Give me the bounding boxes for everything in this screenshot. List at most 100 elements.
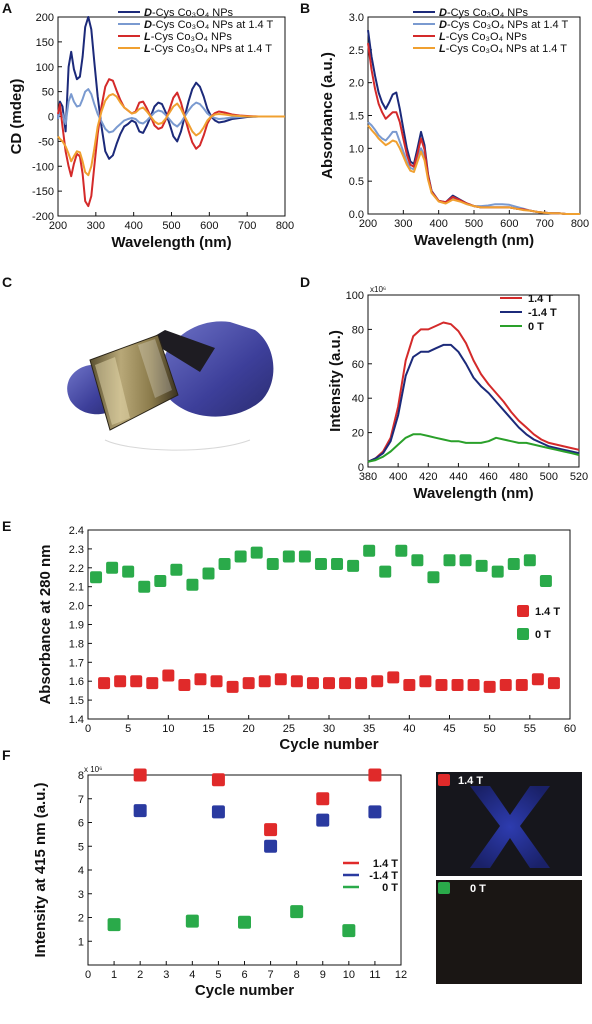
data-point	[371, 675, 384, 688]
chart-a-cd-spectra: 200 300 400 500 600 700 800 -200 -150 -100 -50 0 50 1…	[8, 7, 294, 251]
x-tick-label: 10	[343, 969, 355, 981]
legend-label: 0 T	[535, 629, 551, 641]
data-point	[467, 678, 480, 691]
data-point	[411, 554, 424, 567]
y-tick-label: 150	[36, 37, 54, 49]
legend-label: L-Cys Co₃O₄ NPs	[439, 31, 527, 43]
plot-frame	[87, 529, 571, 720]
panel-label-c: C	[2, 274, 12, 290]
x-tick-label: 700	[238, 220, 256, 232]
data-point	[138, 580, 151, 593]
data-point	[499, 678, 512, 691]
y-tick-label: 1.5	[69, 695, 84, 707]
legend-label-prefix: D	[439, 7, 447, 19]
x-tick-label: 12	[395, 969, 407, 981]
x-tick-label: 11	[369, 969, 380, 981]
photo-cuvette	[20, 300, 280, 470]
x-tick-label: 60	[564, 723, 576, 735]
x-tick-label: 25	[283, 723, 295, 735]
data-point	[368, 805, 382, 819]
data-point	[274, 673, 287, 686]
x-axis-label: Wavelength (nm)	[414, 232, 534, 249]
series-line	[367, 43, 580, 215]
chart-e-absorbance-cycles: 0 5 10 15 20 25 30 35 40 45 50 55 60 1.4 1.5 1.6 1.7 1.8 1…	[37, 525, 576, 753]
x-tick-label: 55	[524, 723, 536, 735]
legend-label-prefix: L	[144, 31, 151, 43]
data-point	[234, 550, 247, 563]
panel-label-e: E	[2, 518, 11, 534]
data-point	[122, 565, 135, 578]
data-point	[443, 554, 456, 567]
data-point	[264, 823, 278, 837]
data-point	[226, 680, 239, 693]
x-tick-label: 500	[162, 220, 180, 232]
legend-label-text: -Cys Co₃O₄ NPs at 1.4 T	[447, 19, 569, 31]
y-tick-label: 2.5	[349, 45, 364, 57]
panel-label-f: F	[2, 747, 11, 763]
y-tick-label: 6	[78, 818, 84, 830]
data-point	[363, 544, 376, 557]
y-tick-label: 4	[78, 865, 84, 877]
x-tick-label: 7	[268, 969, 274, 981]
legend-label: -1.4 T	[369, 870, 398, 882]
data-point	[282, 550, 295, 563]
legend-label: L-Cys Co₃O₄ NPs	[144, 31, 232, 43]
legend-label-text: -Cys Co₃O₄ NPs at 1.4 T	[152, 19, 274, 31]
data-point	[130, 675, 143, 688]
series-line	[57, 93, 285, 177]
x-tick-label: 200	[49, 220, 67, 232]
data-point	[507, 558, 520, 571]
data-point	[435, 678, 448, 691]
x-tick-label: 480	[510, 471, 528, 483]
x-tick-label: 500	[540, 471, 558, 483]
inset-off-label: 0 T	[470, 883, 486, 895]
y-tick-label: 3.0	[349, 12, 364, 24]
x-tick-label: 700	[535, 218, 553, 230]
y-tick-label: 40	[352, 393, 364, 405]
data-point	[459, 554, 472, 567]
data-point	[211, 773, 225, 787]
data-point	[266, 558, 279, 571]
legend-label-prefix: L	[439, 43, 446, 55]
series-line	[367, 343, 580, 463]
data-point	[316, 813, 330, 827]
y-tick-label: 2.0	[349, 78, 364, 90]
y-tick-label: 80	[352, 324, 364, 336]
legend-label: 0 T	[382, 882, 398, 894]
y-tick-label: 7	[78, 794, 84, 806]
data-point	[114, 675, 127, 688]
x-tick-label: 380	[359, 471, 377, 483]
y-tick-label: -100	[32, 161, 54, 173]
legend-label-text: -Cys Co₃O₄ NPs	[446, 31, 528, 43]
x-tick-label: 200	[359, 218, 377, 230]
x-tick-label: 0	[85, 969, 91, 981]
x-tick-label: 3	[163, 969, 169, 981]
y-tick-label: 2.0	[69, 601, 84, 613]
x-axis-label: Cycle number	[279, 736, 378, 753]
x-tick-label: 50	[484, 723, 496, 735]
x-tick-label: 40	[403, 723, 415, 735]
data-point	[250, 546, 263, 559]
y-axis-label: Absorbance at 280 nm	[37, 544, 54, 704]
data-point	[290, 905, 304, 919]
legend-label: 0 T	[528, 321, 544, 333]
x-tick-label: 600	[200, 220, 218, 232]
y-axis-label: Intensity at 415 nm (a.u.)	[32, 782, 49, 957]
data-point	[339, 677, 352, 690]
data-point	[387, 671, 400, 684]
y-tick-label: -200	[32, 211, 54, 223]
inset-on-marker	[438, 774, 450, 786]
data-point	[242, 677, 255, 690]
x-tick-label: 5	[215, 969, 221, 981]
data-point	[355, 677, 368, 690]
legend-label: D-Cys Co₃O₄ NPs at 1.4 T	[144, 19, 273, 31]
x-tick-label: 35	[363, 723, 375, 735]
data-point	[451, 678, 464, 691]
y-tick-label: 200	[36, 12, 54, 24]
x-tick-label: 4	[189, 969, 195, 981]
y-axis-label: CD (mdeg)	[8, 79, 25, 155]
chart-d-emission-spectra: 380 400 420 440 460 480 500 520 0 20 40 60 80 100 Wave…	[327, 285, 588, 502]
legend-label: D-Cys Co₃O₄ NPs at 1.4 T	[439, 19, 568, 31]
inset-images: 1.4 T 0 T	[436, 772, 582, 984]
